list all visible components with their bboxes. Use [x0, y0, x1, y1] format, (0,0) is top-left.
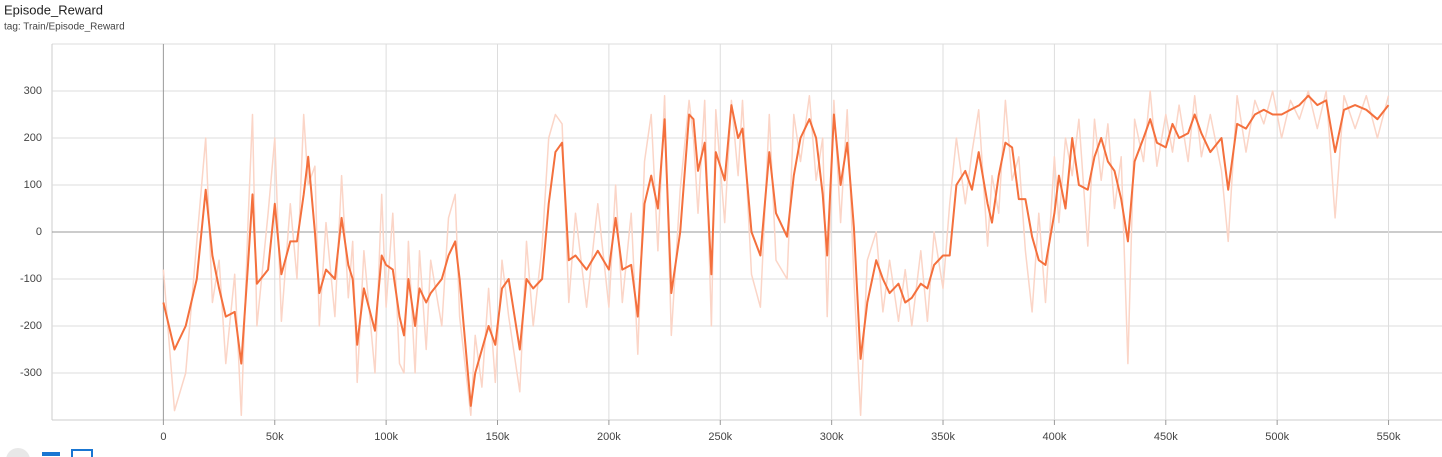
y-tick-label: 200	[24, 132, 42, 144]
x-tick-label: 450k	[1154, 431, 1178, 443]
y-tick-label: -100	[20, 273, 42, 285]
log-toggle[interactable]	[42, 452, 60, 456]
data-line	[162, 90, 1390, 417]
x-tick-label: 350k	[931, 431, 955, 443]
x-tick-label: 0	[160, 431, 166, 443]
y-tick-label: 300	[24, 85, 42, 97]
x-tick-label: 100k	[374, 431, 398, 443]
x-tick-label: 500k	[1265, 431, 1289, 443]
y-tick-label: -200	[20, 320, 42, 332]
chart-title: Episode_Reward	[4, 2, 103, 17]
x-tick-label: 150k	[486, 431, 510, 443]
x-tick-label: 50k	[266, 431, 284, 443]
fit-button[interactable]	[71, 449, 93, 457]
x-tick-label: 300k	[820, 431, 844, 443]
x-tick-label: 550k	[1377, 431, 1401, 443]
y-tick-label: -300	[20, 367, 42, 379]
chart-subtitle: tag: Train/Episode_Reward	[4, 22, 125, 33]
x-tick-label: 250k	[708, 431, 732, 443]
x-tick-label: 400k	[1042, 431, 1066, 443]
y-tick-label: 100	[24, 179, 42, 191]
toolbar	[6, 448, 93, 457]
data-line	[162, 94, 1390, 407]
x-tick-label: 200k	[597, 431, 621, 443]
expand-button[interactable]	[6, 448, 30, 457]
y-tick-label: 0	[36, 226, 42, 238]
